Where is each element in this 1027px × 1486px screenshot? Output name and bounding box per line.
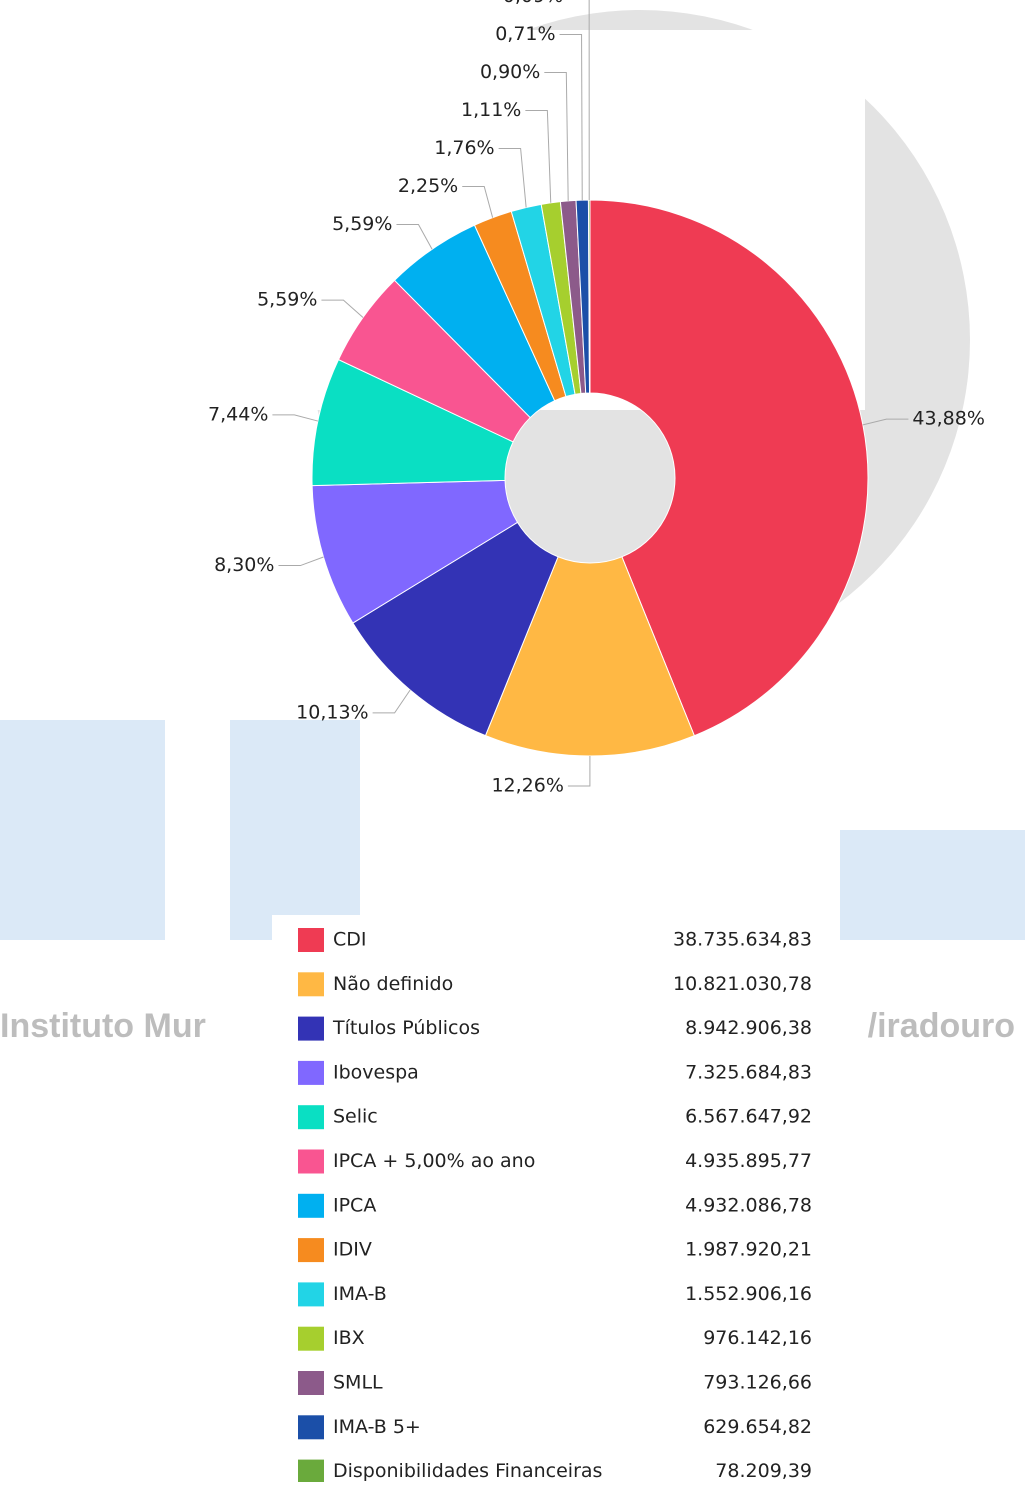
slice [484, 556, 696, 757]
data-label: 5,59% [332, 213, 392, 235]
legend-label: Disponibilidades Financeiras [333, 1460, 602, 1482]
data-label: 0,09% [503, 0, 563, 7]
data-label: 7,44% [208, 403, 268, 425]
leader-line [372, 689, 411, 714]
legend-amount: 793.126,66 [703, 1372, 812, 1394]
legend-label: SMLL [333, 1372, 383, 1394]
legend-amount: 4.932.086,78 [685, 1194, 812, 1216]
slice [352, 521, 559, 737]
legend-swatch [298, 1415, 324, 1440]
legend-background [272, 915, 840, 1482]
legend-amount: 38.735.634,83 [673, 929, 812, 951]
leader-line [396, 224, 433, 250]
data-label: 43,88% [912, 408, 984, 430]
legend-label: IMA-B 5+ [333, 1416, 421, 1438]
legend-swatch [298, 1371, 324, 1395]
data-label: 0,71% [495, 23, 555, 45]
data-label: 1,11% [461, 99, 521, 121]
legend-label: Selic [333, 1106, 378, 1128]
legend-label: IMA-B [333, 1283, 387, 1305]
legend-swatch [298, 1193, 324, 1218]
legend-label: CDI [333, 929, 367, 951]
legend-swatch [298, 1060, 324, 1085]
leader-line [321, 299, 364, 318]
leader-line [559, 34, 583, 201]
legend-label: IPCA [333, 1194, 376, 1216]
data-label: 5,59% [257, 289, 317, 311]
legend-swatch [298, 1326, 324, 1351]
slice [587, 199, 591, 394]
leader-line [525, 110, 552, 203]
legend-amount: 1.552.906,16 [685, 1283, 812, 1305]
legend-swatch [298, 928, 324, 952]
legend-label: Não definido [333, 973, 453, 995]
leader-line [272, 414, 319, 422]
leader-line [588, 0, 590, 201]
data-label: 10,13% [296, 701, 368, 723]
legend-swatch [298, 1459, 324, 1484]
data-label: 12,26% [491, 775, 563, 797]
legend-amount: 8.942.906,38 [685, 1017, 812, 1039]
leader-line [544, 72, 569, 201]
data-label: 8,30% [214, 554, 274, 576]
leader-line [567, 755, 591, 787]
legend-swatch [298, 1149, 324, 1174]
watermark-text: /iradouro [868, 1007, 1015, 1045]
legend-amount: 78.209,39 [715, 1460, 812, 1482]
legend-label: IPCA + 5,00% ao ano [333, 1150, 535, 1172]
watermark-shapes [0, 10, 1025, 940]
legend-swatch [298, 1238, 324, 1263]
legend-label: IBX [333, 1327, 365, 1349]
legend-amount: 629.654,82 [703, 1416, 812, 1438]
data-label: 0,90% [480, 61, 540, 83]
legend-amount: 1.987.920,21 [685, 1239, 812, 1261]
legend-amount: 7.325.684,83 [685, 1061, 812, 1083]
leader-line [278, 556, 324, 567]
data-label: 1,76% [434, 137, 494, 159]
legend-label: IDIV [333, 1239, 372, 1261]
leader-line [498, 148, 527, 208]
legend-swatch [298, 972, 324, 997]
legend-amount: 976.142,16 [703, 1327, 812, 1349]
leader-line [462, 186, 494, 218]
legend-amount: 4.935.895,77 [685, 1150, 812, 1172]
legend-swatch [298, 1282, 324, 1307]
legend-swatch [298, 1016, 324, 1041]
legend-label: Títulos Públicos [332, 1017, 480, 1039]
legend-label: Ibovespa [333, 1061, 419, 1083]
leader-line [862, 418, 909, 426]
slice [311, 479, 519, 624]
legend-amount: 10.821.030,78 [673, 973, 812, 995]
watermark-text: Instituto Mur [0, 1007, 206, 1045]
slice [589, 199, 869, 737]
legend-swatch [298, 1105, 324, 1130]
data-label: 2,25% [398, 175, 458, 197]
legend-amount: 6.567.647,92 [685, 1106, 812, 1128]
